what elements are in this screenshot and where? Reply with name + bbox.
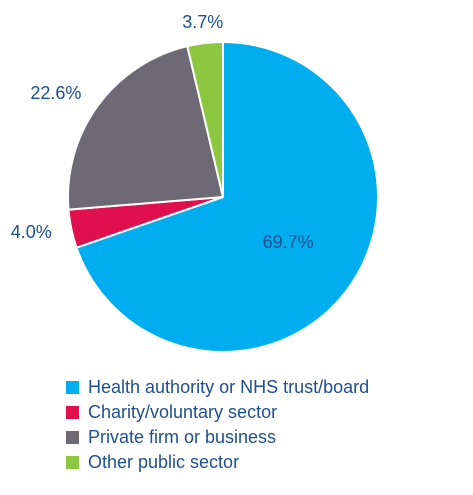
legend-label: Other public sector [88,452,239,472]
slice-label: 69.7% [263,232,314,252]
legend-swatch [66,456,79,469]
pie-slice [75,40,379,353]
slice-label: 4.0% [11,222,52,242]
slice-label: 3.7% [182,12,223,32]
legend-label: Private firm or business [88,427,276,447]
legend-swatch [66,431,79,444]
slice-label: 22.6% [30,83,81,103]
legend-swatch [66,381,79,394]
legend-swatch [66,406,79,419]
legend-label: Health authority or NHS trust/board [88,377,369,397]
pie-slice [67,44,225,211]
legend-label: Charity/voluntary sector [88,402,277,422]
pie-slice [186,40,224,198]
